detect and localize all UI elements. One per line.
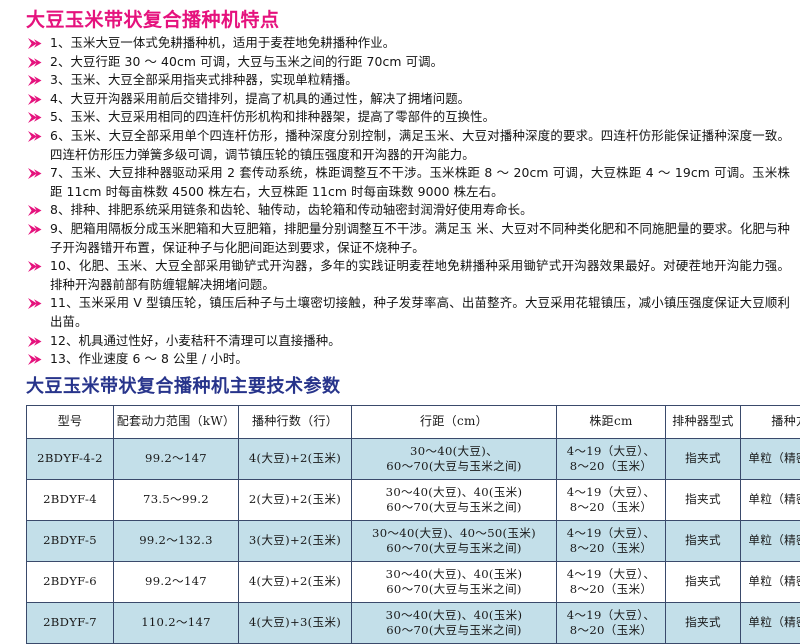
page-title-features: 大豆玉米带状复合播种机特点: [26, 8, 790, 32]
arrow-right-icon: [28, 57, 42, 68]
table-cell-power: 110.2～147: [114, 602, 239, 643]
table-cell-rows-count: 3(大豆)+2(玉米): [239, 520, 352, 561]
table-cell-model: 2BDYF-6: [27, 561, 114, 602]
table-cell-model: 2BDYF-4: [27, 479, 114, 520]
table-column-header: 株距cm: [557, 405, 666, 438]
feature-item: 11、玉米采用 V 型镇压轮，镇压后种子与土壤密切接触，种子发芽率高、出苗整齐。…: [24, 294, 790, 331]
feature-item: 2、大豆行距 30 ～ 40cm 可调，大豆与玉米之间的行距 70cm 可调。: [24, 53, 790, 72]
feature-item-text: 5、玉米、大豆采用相同的四连杆仿形机构和排种器架，提高了零部件的互换性。: [50, 109, 495, 124]
arrow-right-icon: [28, 112, 42, 123]
feature-item-text: 3、玉米、大豆全部采用指夹式排种器，实现单粒精播。: [50, 72, 358, 87]
table-cell-sowing-mode: 单粒（精密）播种: [741, 520, 800, 561]
feature-item-text: 11、玉米采用 V 型镇压轮，镇压后种子与土壤密切接触，种子发芽率高、出苗整齐。…: [50, 295, 790, 329]
table-cell-plant-spacing: 4～19（大豆）、 8～20（玉米）: [557, 479, 666, 520]
table-cell-sowing-mode: 单粒（精密）播种: [741, 479, 800, 520]
table-cell-model: 2BDYF-7: [27, 602, 114, 643]
table-cell-meter-type: 指夹式: [666, 520, 741, 561]
table-cell-model: 2BDYF-5: [27, 520, 114, 561]
feature-item-text: 7、玉米、大豆排种器驱动采用 2 套传动系统，株距调整互不干涉。玉米株距 8 ～…: [50, 165, 790, 199]
feature-item: 13、作业速度 6 ～ 8 公里 / 小时。: [24, 350, 790, 369]
table-cell-rows-count: 4(大豆)+2(玉米): [239, 561, 352, 602]
feature-item: 1、玉米大豆一体式免耕播种机，适用于麦茬地免耕播种作业。: [24, 34, 790, 53]
table-cell-meter-type: 指夹式: [666, 438, 741, 479]
arrow-right-icon: [28, 336, 42, 347]
table-cell-power: 99.2～147: [114, 438, 239, 479]
table-cell-rows-count: 4(大豆)+2(玉米): [239, 438, 352, 479]
feature-item-text: 8、排种、排肥系统采用链条和齿轮、轴传动，齿轮箱和传动轴密封润滑好使用寿命长。: [50, 202, 533, 217]
feature-item: 4、大豆开沟器采用前后交错排列，提高了机具的通过性，解决了拥堵问题。: [24, 90, 790, 109]
arrow-right-icon: [28, 131, 42, 142]
table-cell-sowing-mode: 单粒（精密）播种: [741, 561, 800, 602]
table-column-header: 型号: [27, 405, 114, 438]
table-cell-row-spacing: 30～40(大豆)、 60～70(大豆与玉米之间): [352, 438, 557, 479]
feature-item-text: 9、肥箱用隔板分成玉米肥箱和大豆肥箱，排肥量分别调整互不干涉。满足玉 米、大豆对…: [50, 221, 790, 255]
feature-item: 6、玉米、大豆全部采用单个四连杆仿形，播种深度分别控制，满足玉米、大豆对播种深度…: [24, 127, 790, 164]
feature-item-text: 1、玉米大豆一体式免耕播种机，适用于麦茬地免耕播种作业。: [50, 35, 395, 50]
table-cell-meter-type: 指夹式: [666, 479, 741, 520]
table-cell-plant-spacing: 4～19（大豆）、 8～20（玉米）: [557, 438, 666, 479]
table-cell-sowing-mode: 单粒（精密）播种: [741, 602, 800, 643]
arrow-right-icon: [28, 94, 42, 105]
table-cell-plant-spacing: 4～19（大豆）、 8～20（玉米）: [557, 520, 666, 561]
feature-item-text: 4、大豆开沟器采用前后交错排列，提高了机具的通过性，解决了拥堵问题。: [50, 91, 470, 106]
feature-list: 1、玉米大豆一体式免耕播种机，适用于麦茬地免耕播种作业。 2、大豆行距 30 ～ …: [24, 34, 790, 369]
arrow-right-icon: [28, 75, 42, 86]
feature-item: 9、肥箱用隔板分成玉米肥箱和大豆肥箱，排肥量分别调整互不干涉。满足玉 米、大豆对…: [24, 220, 790, 257]
table-column-header: 行距（cm）: [352, 405, 557, 438]
feature-item: 5、玉米、大豆采用相同的四连杆仿形机构和排种器架，提高了零部件的互换性。: [24, 108, 790, 127]
table-cell-row-spacing: 30～40(大豆)、40～50(玉米) 60～70(大豆与玉米之间): [352, 520, 557, 561]
table-cell-model: 2BDYF-4-2: [27, 438, 114, 479]
table-cell-power: 99.2～132.3: [114, 520, 239, 561]
arrow-right-icon: [28, 298, 42, 309]
table-column-header: 播种行数（行）: [239, 405, 352, 438]
feature-item-text: 6、玉米、大豆全部采用单个四连杆仿形，播种深度分别控制，满足玉米、大豆对播种深度…: [50, 128, 790, 162]
table-cell-row-spacing: 30～40(大豆)、40(玉米) 60～70(大豆与玉米之间): [352, 479, 557, 520]
table-cell-meter-type: 指夹式: [666, 602, 741, 643]
page-title-specifications: 大豆玉米带状复合播种机主要技术参数: [26, 375, 790, 399]
arrow-right-icon: [28, 261, 42, 272]
table-column-header: 播种方式: [741, 405, 800, 438]
arrow-right-icon: [28, 224, 42, 235]
feature-item-text: 10、化肥、玉米、大豆全部采用锄铲式开沟器，多年的实践证明麦茬地免耕播种采用锄铲…: [50, 258, 790, 292]
table-cell-meter-type: 指夹式: [666, 561, 741, 602]
table-cell-rows-count: 2(大豆)+2(玉米): [239, 479, 352, 520]
feature-item: 8、排种、排肥系统采用链条和齿轮、轴传动，齿轮箱和传动轴密封润滑好使用寿命长。: [24, 201, 790, 220]
arrow-right-icon: [28, 354, 42, 365]
feature-item: 3、玉米、大豆全部采用指夹式排种器，实现单粒精播。: [24, 71, 790, 90]
feature-item-text: 13、作业速度 6 ～ 8 公里 / 小时。: [50, 351, 248, 366]
table-column-header: 排种器型式: [666, 405, 741, 438]
feature-item: 7、玉米、大豆排种器驱动采用 2 套传动系统，株距调整互不干涉。玉米株距 8 ～…: [24, 164, 790, 201]
table-cell-plant-spacing: 4～19（大豆）、 8～20（玉米）: [557, 602, 666, 643]
table-cell-power: 73.5～99.2: [114, 479, 239, 520]
table-cell-rows-count: 4(大豆)+3(玉米): [239, 602, 352, 643]
table-cell-plant-spacing: 4～19（大豆）、 8～20（玉米）: [557, 561, 666, 602]
feature-item-text: 2、大豆行距 30 ～ 40cm 可调，大豆与玉米之间的行距 70cm 可调。: [50, 54, 443, 69]
table-cell-row-spacing: 30～40(大豆)、40(玉米) 60～70(大豆与玉米之间): [352, 561, 557, 602]
arrow-right-icon: [28, 168, 42, 179]
feature-item: 12、机具通过性好，小麦秸秆不清理可以直接播种。: [24, 332, 790, 351]
arrow-right-icon: [28, 38, 42, 49]
table-cell-sowing-mode: 单粒（精密）播种: [741, 438, 800, 479]
document-page: 大豆玉米带状复合播种机特点 1、玉米大豆一体式免耕播种机，适用于麦茬地免耕播种作…: [0, 0, 800, 574]
feature-item-text: 12、机具通过性好，小麦秸秆不清理可以直接播种。: [50, 333, 341, 348]
table-cell-power: 99.2～147: [114, 561, 239, 602]
arrow-right-icon: [28, 205, 42, 216]
feature-item: 10、化肥、玉米、大豆全部采用锄铲式开沟器，多年的实践证明麦茬地免耕播种采用锄铲…: [24, 257, 790, 294]
table-cell-row-spacing: 30～40(大豆)、40(玉米) 60～70(大豆与玉米之间): [352, 602, 557, 643]
table-column-header: 配套动力范围（kW）: [114, 405, 239, 438]
